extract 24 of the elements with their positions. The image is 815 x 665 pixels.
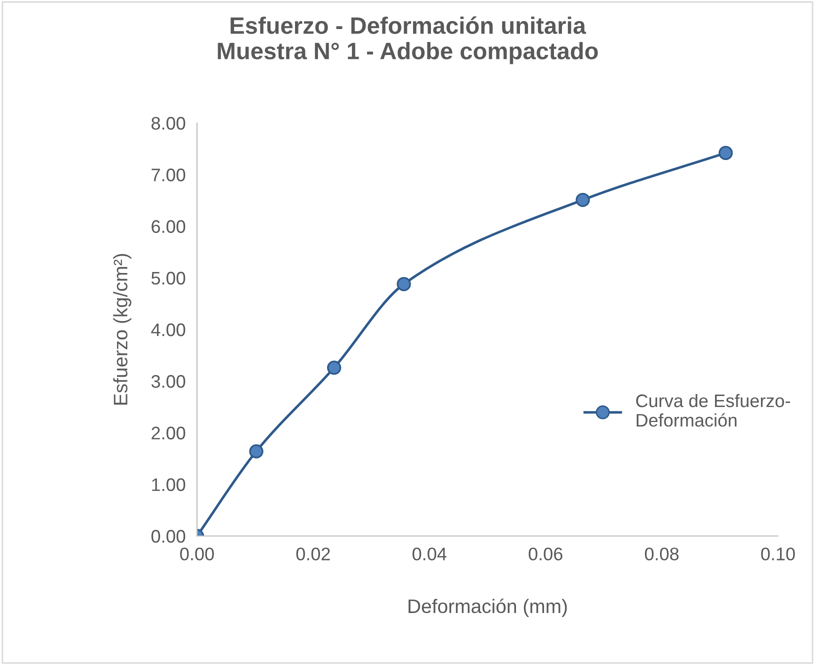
- y-tick-label: 7.00: [152, 168, 186, 182]
- y-tick-label: 6.00: [152, 220, 186, 233]
- y-tick-label: 1.00: [152, 478, 186, 492]
- x-tick-label: 0.04: [412, 548, 446, 560]
- legend-label: Curva de Esfuerzo- Deformación: [636, 394, 790, 427]
- y-tick-label: 4.00: [151, 323, 186, 336]
- point: [396, 276, 411, 292]
- point: [576, 192, 590, 208]
- y-tick-label: 3.00: [151, 375, 186, 388]
- point: [718, 146, 733, 160]
- y-axis-title: Esfuerzo (kg/cm²): [113, 254, 132, 405]
- y-tick-label: 0.00: [151, 530, 186, 543]
- y-tick-label: 8.00: [152, 116, 186, 130]
- chart-title: Esfuerzo - Deformación unitaria Muestra N° 1 - Adobe compactado: [218, 16, 598, 64]
- x-axis-title: Deformación (mm): [408, 598, 567, 617]
- x-tick-label: 0.08: [644, 548, 679, 560]
- x-tick-label: 0.06: [528, 548, 562, 560]
- x-tick-label: 0.02: [296, 548, 330, 560]
- y-tick-label: 2.00: [152, 426, 186, 440]
- y-tick-label: 5.00: [151, 272, 186, 285]
- point: [249, 444, 264, 458]
- point: [327, 360, 342, 375]
- x-tick-label: 0.00: [180, 548, 214, 560]
- x-tick-label: 0.10: [761, 548, 795, 560]
